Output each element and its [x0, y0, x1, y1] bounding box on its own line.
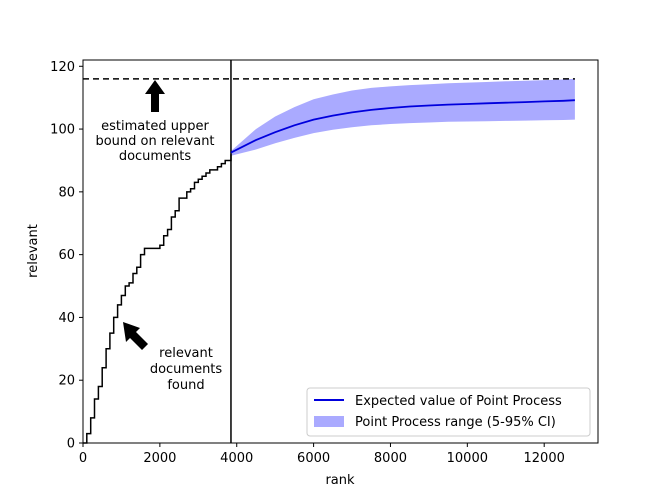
ci-band	[231, 78, 575, 156]
upper-bound-text-line-1: estimated upper	[101, 119, 209, 134]
upper-bound-annotation: estimated upper bound on relevant docume…	[95, 80, 215, 164]
legend-band-swatch	[314, 416, 344, 427]
upper-bound-text-line-3: documents	[119, 149, 192, 164]
found-step-curve	[83, 154, 232, 444]
x-axis: 0 2000 4000 6000 8000 10000 12000	[79, 443, 565, 466]
x-axis-label: rank	[325, 473, 355, 488]
y-tick-label: 0	[67, 437, 75, 452]
x-tick-label: 4000	[220, 451, 253, 466]
x-tick-label: 6000	[297, 451, 330, 466]
plot-content	[83, 60, 575, 444]
found-text-line-3: found	[167, 378, 204, 393]
y-tick-label: 120	[50, 60, 75, 75]
found-text-line-2: documents	[150, 362, 223, 377]
found-text-line-1: relevant	[159, 346, 213, 361]
legend-box	[306, 387, 591, 437]
x-tick-label: 2000	[143, 451, 176, 466]
y-tick-label: 20	[58, 374, 75, 389]
y-tick-label: 40	[58, 311, 75, 326]
expected-series-line	[230, 99, 575, 154]
found-annotation: relevant documents found	[123, 322, 222, 393]
x-tick-label: 10000	[447, 451, 488, 466]
diagonal-arrow-icon	[123, 322, 148, 350]
plot-frame	[82, 59, 599, 444]
y-tick-label: 100	[50, 123, 75, 138]
x-tick-label: 12000	[524, 451, 565, 466]
y-tick-label: 60	[58, 248, 75, 263]
up-arrow-icon	[145, 80, 165, 112]
upper-bound-text-line-2: bound on relevant	[95, 134, 214, 149]
x-tick-label: 0	[79, 451, 87, 466]
legend-label-expected: Expected value of Point Process	[355, 394, 562, 409]
legend-label-range: Point Process range (5-95% CI)	[355, 415, 556, 430]
x-tick-label: 8000	[374, 451, 407, 466]
y-tick-label: 80	[58, 185, 75, 200]
legend: Expected value of Point Process Point Pr…	[306, 387, 591, 437]
y-axis-label: relevant	[26, 224, 41, 278]
y-axis: 0 20 40 60 80 100 120	[50, 60, 83, 452]
